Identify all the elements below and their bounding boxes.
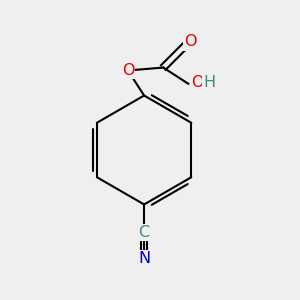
- Text: C: C: [139, 225, 150, 240]
- Text: O: O: [184, 34, 197, 50]
- Text: N: N: [138, 251, 150, 266]
- Text: O: O: [122, 63, 134, 78]
- Text: H: H: [204, 75, 216, 90]
- Text: O: O: [191, 75, 204, 90]
